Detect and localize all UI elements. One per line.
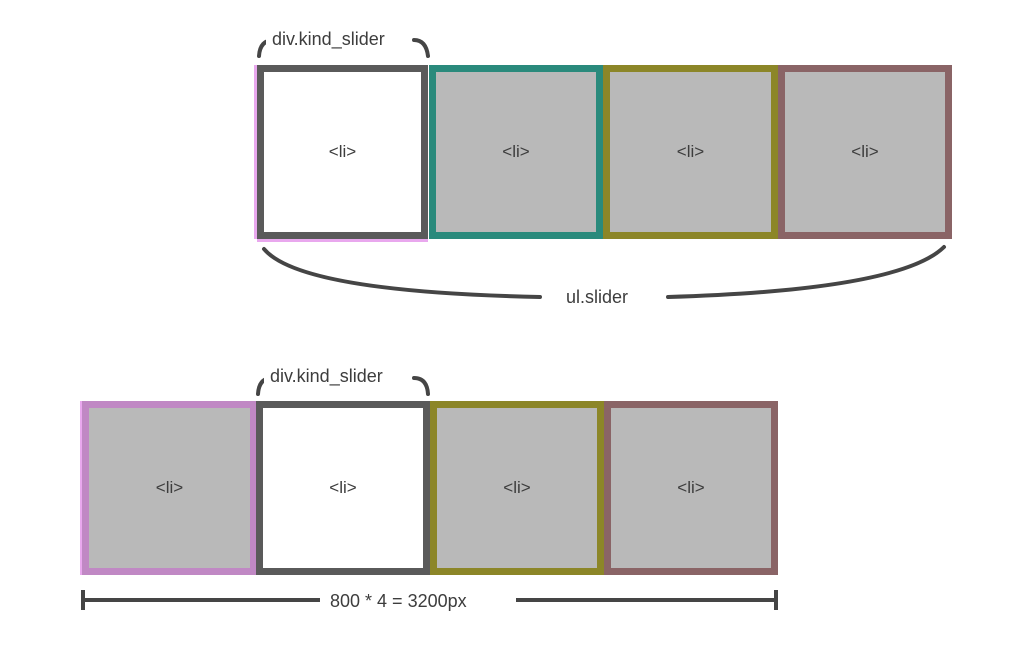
bottom-li-1-text: <li>	[155, 478, 184, 497]
top-li-1-text: <li>	[328, 142, 357, 161]
top-li-3-text: <li>	[676, 142, 705, 161]
bottom-li-3-text: <li>	[503, 478, 531, 497]
top-kind-slider-label: div.kind_slider	[266, 28, 391, 50]
bottom-li-4: <li>	[604, 401, 778, 575]
top-li-2-text: <li>	[502, 142, 530, 161]
bottom-li-1: <li>	[82, 401, 257, 575]
top-li-3: <li>	[603, 65, 778, 239]
top-li-4-text: <li>	[851, 142, 879, 161]
bottom-kind-slider-label: div.kind_slider	[264, 365, 389, 387]
ul-slider-brace-right	[666, 245, 946, 299]
top-li-4: <li>	[778, 65, 952, 239]
bottom-li-3: <li>	[430, 401, 604, 575]
bottom-li-2: <li>	[256, 401, 430, 575]
bottom-li-2-text: <li>	[329, 478, 357, 497]
bottom-li-4-text: <li>	[677, 478, 705, 497]
top-li-1: <li>	[257, 65, 428, 239]
top-li-2: <li>	[429, 65, 603, 239]
width-dimension-label: 800 * 4 = 3200px	[324, 590, 473, 612]
ul-slider-brace-left	[262, 247, 542, 299]
ul-slider-label: ul.slider	[560, 286, 635, 308]
